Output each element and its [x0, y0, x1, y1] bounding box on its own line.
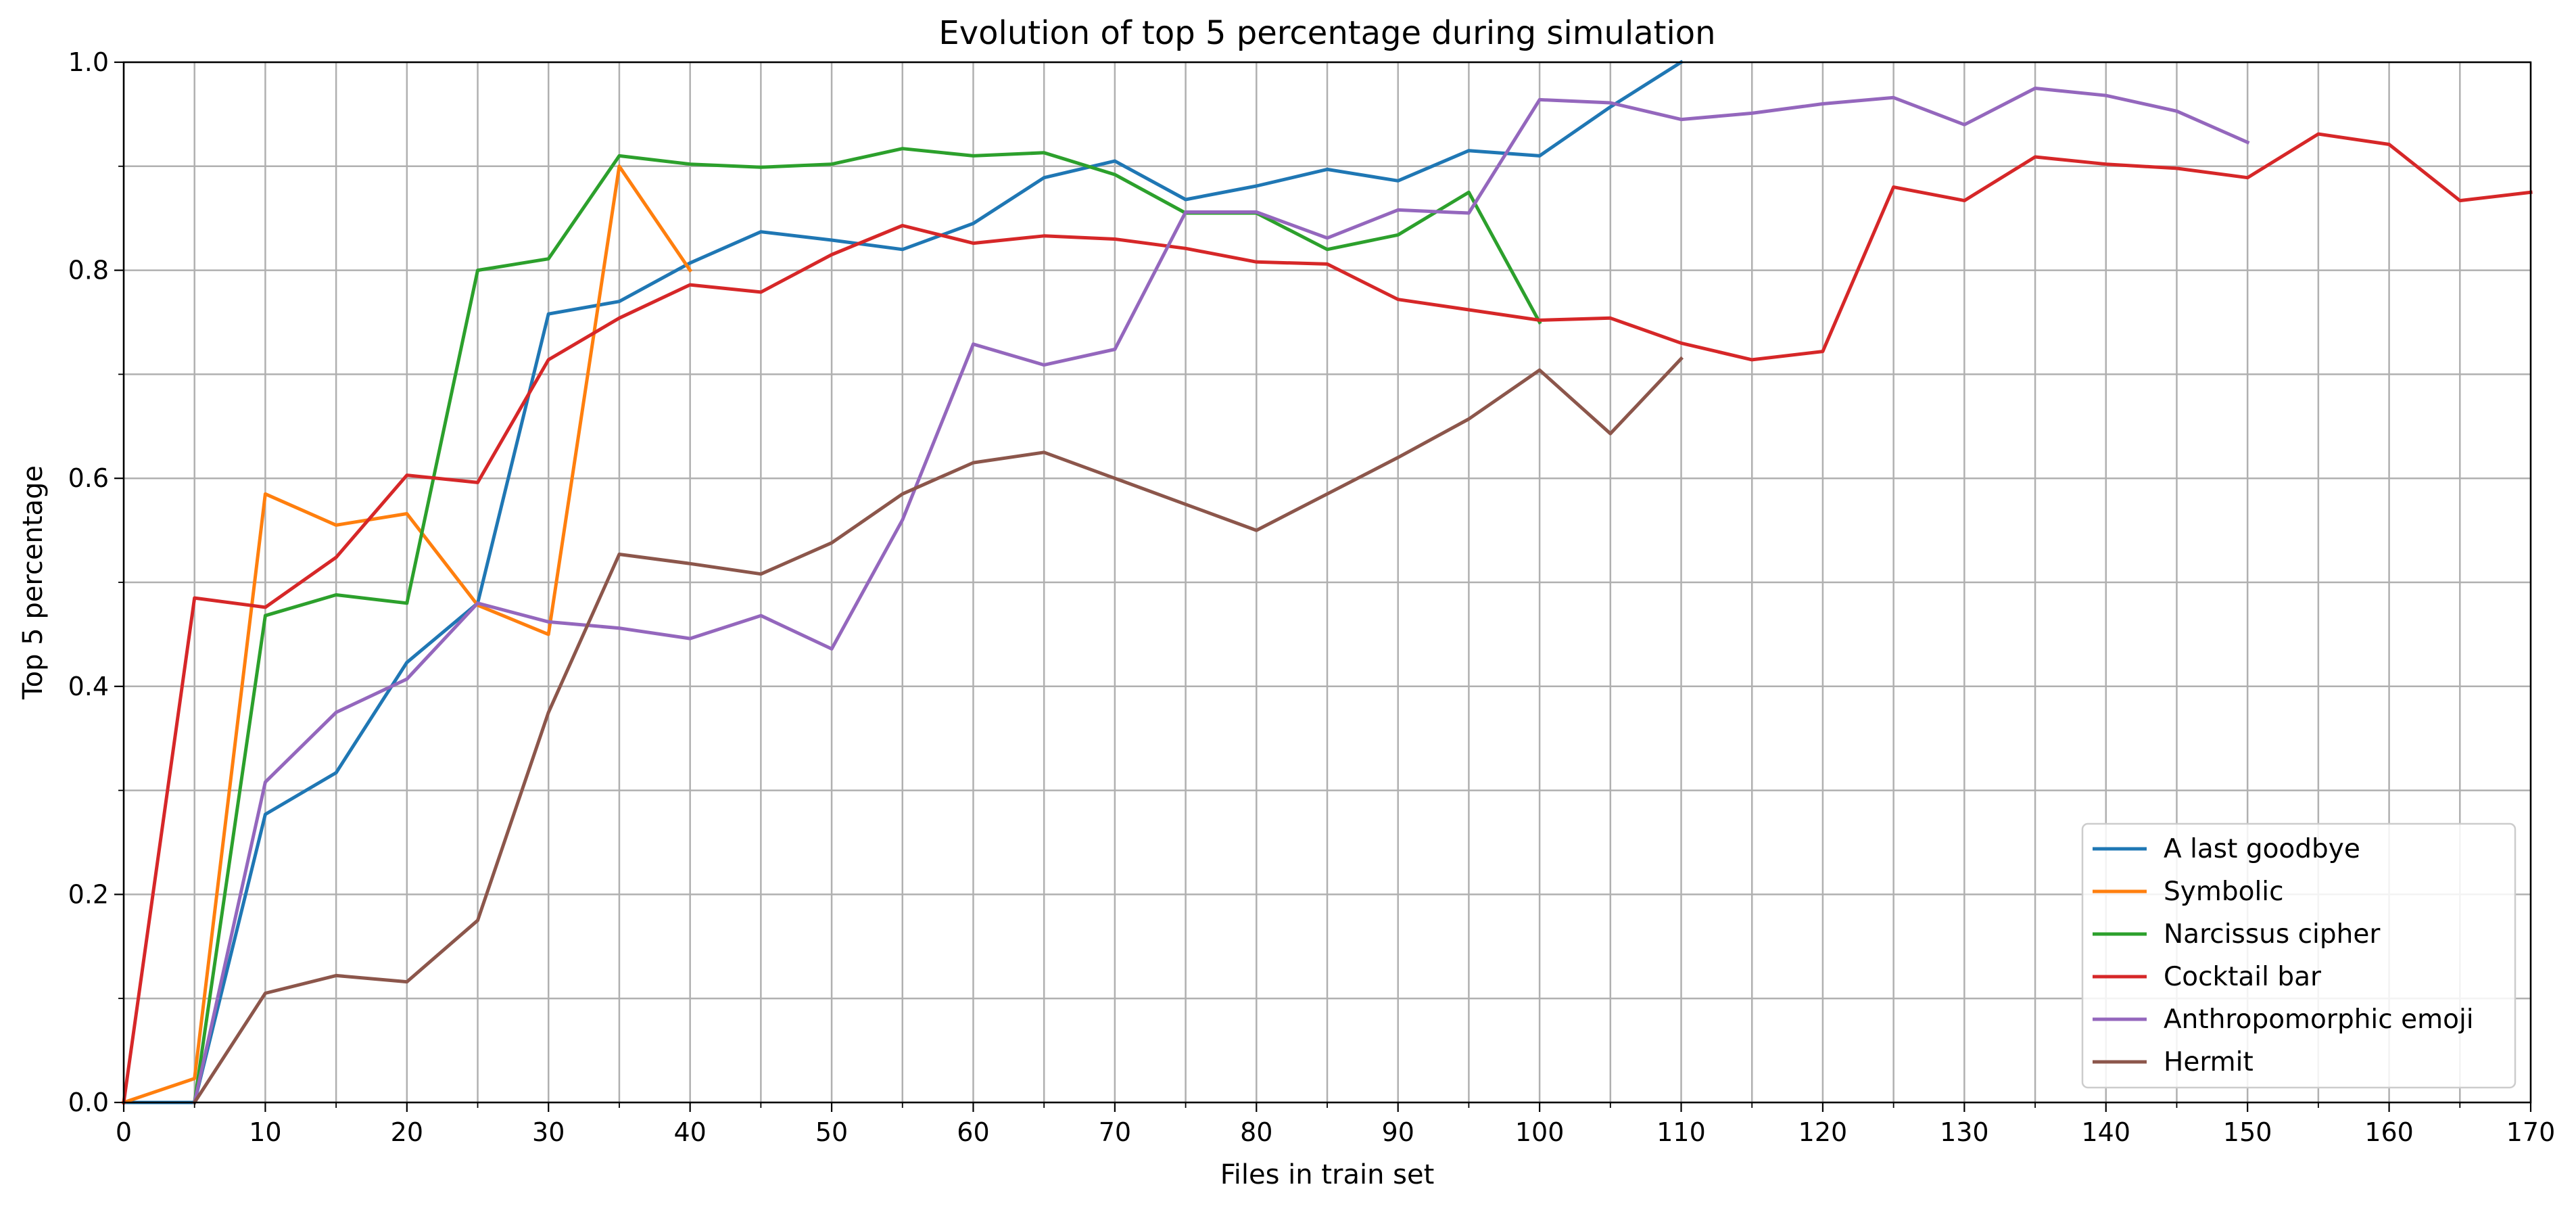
x-axis-title: Files in train set	[1220, 1159, 1435, 1190]
y-tick-label: 0.0	[68, 1088, 109, 1117]
x-tick-label: 160	[2364, 1117, 2414, 1147]
legend-label-symbolic: Symbolic	[2164, 877, 2284, 907]
y-tick-label: 0.2	[68, 879, 109, 909]
series-line-cocktail-bar	[122, 132, 2533, 1104]
y-tick-label: 0.4	[68, 672, 109, 701]
legend-label-anthropomorphic-emoji: Anthropomorphic emoji	[2164, 1004, 2474, 1035]
x-tick-label: 110	[1656, 1117, 1706, 1147]
x-tick-label: 100	[1515, 1117, 1565, 1147]
series-line-anthropomorphic-emoji	[192, 87, 2250, 1104]
series-lines	[121, 60, 2533, 1105]
x-tick-label: 120	[1798, 1117, 1848, 1147]
x-tick-label: 70	[1099, 1117, 1131, 1147]
y-tick-label: 1.0	[68, 47, 109, 77]
legend-label-a-last-goodbye: A last goodbye	[2164, 834, 2360, 864]
x-tick-label: 80	[1240, 1117, 1272, 1147]
y-tick-label: 0.8	[68, 256, 109, 285]
series-line-a-last-goodbye	[122, 60, 1684, 1104]
series-line-hermit	[192, 356, 1684, 1105]
x-tick-label: 170	[2506, 1117, 2556, 1147]
legend: A last goodbye Symbolic Narcissus cipher Co…	[2081, 822, 2517, 1089]
x-tick-label: 20	[391, 1117, 423, 1147]
y-axis-title: Top 5 percentage	[18, 465, 49, 700]
x-tick-label: 0	[116, 1117, 132, 1147]
legend-label-hermit: Hermit	[2164, 1047, 2253, 1077]
chart-title: Evolution of top 5 percentage during sim…	[938, 14, 1715, 52]
x-tick-label: 130	[1940, 1117, 1989, 1147]
x-tick-label: 90	[1382, 1117, 1414, 1147]
x-tick-label: 150	[2223, 1117, 2272, 1147]
x-tick-label: 140	[2081, 1117, 2130, 1147]
legend-box	[2081, 822, 2517, 1089]
x-tick-label: 40	[673, 1117, 706, 1147]
series-line-symbolic	[121, 164, 693, 1105]
legend-label-cocktail-bar: Cocktail bar	[2164, 962, 2322, 992]
x-tick-label: 10	[249, 1117, 281, 1147]
legend-label-narcissus-cipher: Narcissus cipher	[2164, 919, 2381, 950]
series-line-narcissus-cipher	[192, 147, 1542, 1104]
x-tick-label: 50	[815, 1117, 848, 1147]
x-tick-label: 30	[532, 1117, 565, 1147]
y-tick-label: 0.6	[68, 463, 109, 493]
x-tick-label: 60	[957, 1117, 989, 1147]
axis-ticks: 0 10 20 30 40 50 60 70 80 90 100 110 120 130 140 150 160…	[68, 47, 2556, 1147]
